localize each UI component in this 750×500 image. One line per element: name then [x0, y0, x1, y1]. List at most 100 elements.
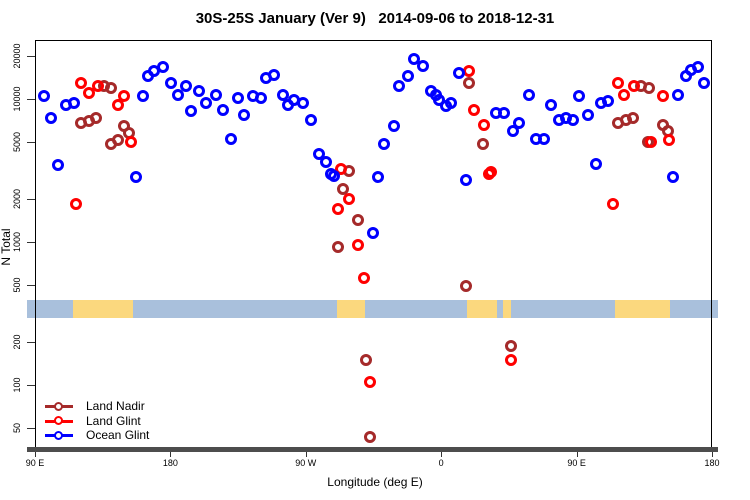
- data-point-land-nadir: [90, 111, 103, 124]
- data-point-ocean-glint: [667, 170, 680, 183]
- data-point-land-glint: [111, 98, 124, 111]
- data-point-ocean-glint: [172, 89, 185, 102]
- x-tick-label: 90 E: [567, 458, 586, 468]
- land-patch: [503, 300, 511, 318]
- land-patch: [337, 300, 366, 318]
- y-tick-mark: [27, 55, 35, 57]
- legend-marker-icon: [54, 401, 63, 411]
- data-point-ocean-glint: [68, 96, 81, 109]
- data-point-ocean-glint: [371, 170, 384, 183]
- data-point-land-nadir: [111, 134, 124, 147]
- data-point-ocean-glint: [184, 104, 197, 117]
- data-point-land-glint: [352, 238, 365, 251]
- data-point-ocean-glint: [200, 96, 212, 109]
- data-point-ocean-glint: [45, 111, 58, 124]
- data-point-ocean-glint: [217, 103, 229, 116]
- data-point-land-glint: [91, 80, 104, 93]
- x-tick-label: 180: [704, 458, 720, 468]
- data-point-ocean-glint: [460, 173, 473, 186]
- data-point-ocean-glint: [238, 108, 251, 121]
- data-point-land-glint: [478, 118, 491, 131]
- plot-area: [35, 40, 712, 452]
- data-point-ocean-glint: [590, 158, 603, 171]
- x-tick-mark: [576, 452, 578, 457]
- data-point-land-glint: [332, 202, 345, 215]
- data-point-land-glint: [663, 134, 676, 147]
- data-point-land-glint: [612, 77, 625, 90]
- x-tick-mark: [35, 452, 36, 457]
- data-point-ocean-glint: [130, 170, 143, 183]
- data-point-ocean-glint: [297, 96, 310, 109]
- x-tick-label: 90 W: [295, 458, 317, 468]
- data-point-ocean-glint: [255, 92, 268, 105]
- legend-marker-icon: [54, 416, 63, 425]
- data-point-ocean-glint: [453, 67, 466, 80]
- data-point-ocean-glint: [513, 116, 526, 129]
- legend-marker-icon: [54, 430, 63, 440]
- data-point-ocean-glint: [602, 95, 615, 107]
- y-tick-label: 50: [12, 423, 22, 434]
- data-point-ocean-glint: [417, 59, 430, 72]
- data-point-land-glint: [125, 136, 138, 149]
- data-point-land-glint: [82, 86, 95, 99]
- data-point-land-glint: [628, 80, 641, 93]
- y-tick-mark: [27, 341, 35, 343]
- data-point-ocean-glint: [698, 77, 711, 90]
- y-tick-label: 5000: [12, 132, 22, 153]
- data-point-land-glint: [505, 354, 518, 367]
- data-point-ocean-glint: [393, 80, 406, 93]
- y-tick-mark: [27, 99, 35, 100]
- data-point-ocean-glint: [507, 124, 520, 137]
- y-tick-mark: [27, 142, 35, 144]
- data-point-ocean-glint: [538, 133, 551, 146]
- data-point-ocean-glint: [51, 159, 64, 172]
- data-point-land-glint: [118, 89, 130, 102]
- x-tick-label: 90 E: [25, 458, 45, 468]
- data-point-ocean-glint: [179, 80, 192, 93]
- data-point-land-glint: [70, 198, 83, 211]
- data-point-land-nadir: [337, 182, 350, 195]
- y-tick-label: 10000: [12, 86, 22, 112]
- x-tick-label: 0: [438, 458, 444, 468]
- data-point-land-nadir: [105, 82, 118, 95]
- data-point-ocean-glint: [232, 92, 245, 105]
- data-point-land-glint: [343, 192, 356, 205]
- land-patch: [615, 300, 671, 318]
- data-point-land-nadir: [460, 280, 473, 293]
- x-axis-bar: [27, 447, 718, 452]
- data-point-ocean-glint: [37, 89, 50, 102]
- land-patch: [72, 300, 133, 318]
- data-point-land-nadir: [505, 340, 518, 353]
- x-tick-mark: [170, 452, 172, 457]
- data-point-land-glint: [74, 77, 87, 90]
- data-point-ocean-glint: [573, 89, 586, 102]
- data-point-land-nadir: [360, 353, 373, 366]
- data-point-land-nadir: [352, 214, 365, 227]
- data-point-ocean-glint: [408, 52, 421, 65]
- data-point-land-glint: [657, 89, 670, 102]
- data-point-ocean-glint: [305, 113, 317, 126]
- y-tick-mark: [27, 428, 35, 430]
- data-point-land-glint: [485, 165, 498, 178]
- data-point-ocean-glint: [224, 133, 237, 146]
- data-point-land-nadir: [476, 138, 489, 151]
- data-point-ocean-glint: [402, 70, 415, 83]
- land-patch: [467, 300, 497, 318]
- y-tick-mark: [27, 198, 35, 200]
- chart-title: 30S-25S January (Ver 9) 2014-09-06 to 20…: [195, 10, 555, 27]
- data-point-ocean-glint: [523, 89, 536, 102]
- data-point-land-nadir: [463, 77, 476, 90]
- y-tick-mark: [27, 385, 35, 386]
- data-point-ocean-glint: [582, 108, 595, 121]
- x-tick-mark: [305, 452, 307, 457]
- data-point-land-glint: [335, 163, 348, 176]
- data-point-ocean-glint: [377, 138, 390, 151]
- data-point-land-glint: [618, 89, 631, 102]
- data-point-land-nadir: [627, 111, 640, 124]
- y-tick-mark: [27, 242, 35, 243]
- legend-label: Ocean Glint: [86, 428, 150, 442]
- ocean-strip: [27, 300, 718, 318]
- y-tick-label: 20000: [12, 43, 22, 69]
- y-tick-label: 2000: [12, 188, 22, 209]
